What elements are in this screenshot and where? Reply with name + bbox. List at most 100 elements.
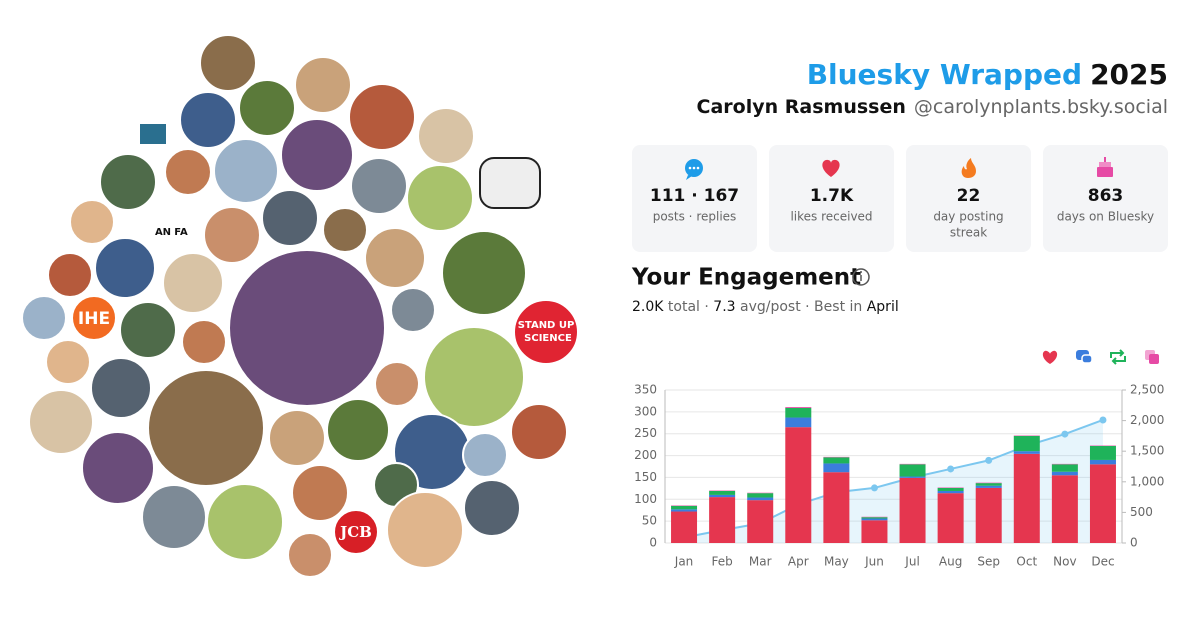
avatar (71, 295, 117, 341)
stat-cards (632, 145, 1168, 252)
avatar (261, 189, 319, 247)
avatar (333, 509, 379, 555)
y2-tick-label: 2,500 (1130, 383, 1164, 397)
y-tick-label: 100 (634, 492, 657, 506)
avatar (206, 483, 284, 561)
avatar (291, 464, 349, 522)
avatar (238, 79, 296, 137)
avatar (69, 199, 115, 245)
y-tick-label: 350 (634, 383, 657, 397)
y-tick-label: 250 (634, 426, 657, 440)
avatar (47, 252, 93, 298)
x-tick-label: Nov (1053, 555, 1076, 569)
avatar (322, 207, 368, 253)
avatar (213, 138, 279, 204)
stat-label: likes received (790, 210, 872, 224)
x-tick-label: Aug (939, 555, 962, 569)
bar-segment (1089, 464, 1116, 543)
stat-value: 22 (957, 186, 981, 206)
subtitle-part: total · (663, 299, 713, 315)
avatar-text: STAND UP (518, 320, 575, 331)
stat-value: 863 (1088, 186, 1124, 206)
avatar (441, 230, 527, 316)
bar-segment (861, 520, 888, 543)
x-tick-label: Sep (977, 555, 1000, 569)
bar-segment (709, 490, 736, 495)
bar-segment (861, 517, 888, 519)
avatar (348, 83, 416, 151)
avatar-icon (140, 124, 166, 144)
avatar (45, 339, 91, 385)
bar-segment (975, 483, 1002, 486)
legend-icon (1081, 354, 1093, 364)
avatar (119, 301, 177, 359)
x-tick-label: May (824, 555, 849, 569)
bar-segment (671, 505, 698, 510)
avatar (90, 357, 152, 419)
avatar-text: AN (155, 227, 171, 238)
x-tick-label: Jun (864, 555, 884, 569)
avatar (181, 319, 227, 365)
heart-icon (822, 159, 840, 177)
avatar (179, 91, 237, 149)
stat-value: 111 · 167 (650, 186, 739, 206)
y-tick-label: 300 (634, 404, 657, 418)
title-year: 2025 (1090, 58, 1168, 91)
bar-segment (747, 497, 774, 501)
info-icon[interactable] (852, 268, 870, 286)
avatar (510, 403, 568, 461)
bar-segment (1051, 475, 1078, 543)
avatar (390, 287, 436, 333)
bar-segment (671, 509, 698, 512)
avatar (350, 157, 408, 215)
bar-segment (785, 407, 812, 408)
y-tick-label: 150 (634, 470, 657, 484)
avatar (294, 56, 352, 114)
line-area (684, 419, 1103, 543)
avatar (199, 34, 257, 92)
avatar (364, 227, 426, 289)
user-name: Carolyn Rasmussen (697, 96, 906, 118)
y-tick-label: 200 (634, 448, 657, 462)
avatar (94, 237, 156, 299)
avatar-text: IHE (78, 309, 110, 329)
bar-segment (975, 487, 1002, 543)
bar-segment (671, 511, 698, 543)
legend-icon (1042, 350, 1058, 364)
bar-segment (1013, 451, 1040, 454)
subtitle-part: avg/post · Best in (736, 299, 867, 315)
avatar-text: FA (174, 227, 188, 238)
bar-segment (785, 417, 812, 428)
x-tick-label: Dec (1091, 555, 1114, 569)
avatar (268, 409, 326, 467)
avatar (147, 369, 265, 487)
avatar (513, 299, 579, 365)
bar-segment (1089, 459, 1116, 465)
user-handle: @carolynplants.bsky.social (914, 96, 1168, 118)
avatar (164, 148, 212, 196)
avatar (21, 295, 67, 341)
stat-card (632, 145, 757, 252)
line-point (1099, 416, 1107, 424)
bar-segment (1013, 453, 1040, 543)
bar-segment (937, 493, 964, 543)
bar-segment (747, 493, 774, 498)
bar-segment (1051, 471, 1078, 476)
avatar (162, 252, 224, 314)
y2-tick-label: 0 (1130, 536, 1138, 550)
cake-icon (1097, 157, 1113, 177)
line-point (870, 484, 878, 492)
stat-card (906, 145, 1031, 252)
avatar-text: SCIENCE (524, 333, 572, 344)
avatar (203, 206, 261, 264)
x-tick-label: Apr (788, 555, 809, 569)
x-tick-label: Jul (904, 555, 919, 569)
stat-card (1043, 145, 1168, 252)
avatar (81, 431, 155, 505)
x-tick-label: Feb (712, 555, 733, 569)
stat-card (769, 145, 894, 252)
bar-segment (823, 463, 850, 473)
bar-segment (823, 457, 850, 464)
bar-segment (937, 487, 964, 491)
bar-segment (1013, 435, 1040, 452)
